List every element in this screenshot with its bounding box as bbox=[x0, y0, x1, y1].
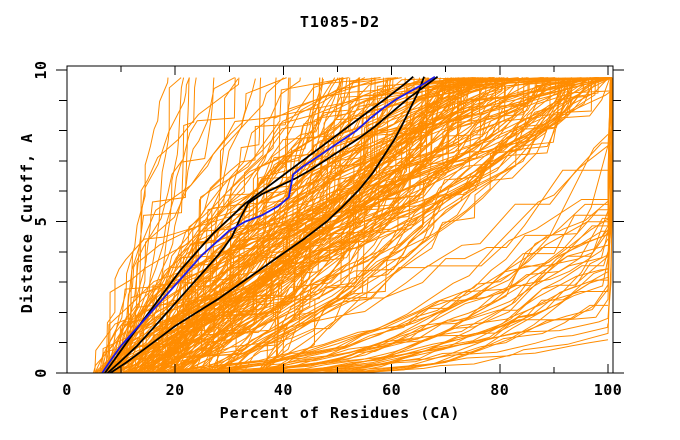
x-tick-label: 0 bbox=[62, 381, 72, 399]
model-curve bbox=[181, 77, 612, 374]
model-curve bbox=[184, 77, 567, 374]
model-curve bbox=[115, 77, 215, 374]
model-curve bbox=[122, 77, 429, 374]
model-curve bbox=[154, 77, 449, 374]
model-curve bbox=[135, 77, 375, 374]
model-curve bbox=[257, 77, 612, 374]
model-black-1 bbox=[104, 76, 414, 374]
x-tick-label: 100 bbox=[594, 381, 623, 399]
model-curve bbox=[172, 203, 608, 374]
model-curve bbox=[102, 77, 341, 374]
model-curve bbox=[130, 77, 470, 374]
model-curve bbox=[155, 77, 434, 374]
model-curve bbox=[105, 77, 277, 374]
plot-frame bbox=[66, 65, 614, 374]
model-curve bbox=[209, 77, 591, 374]
y-tick-label: 0 bbox=[32, 368, 50, 378]
x-tick-label: 80 bbox=[490, 381, 509, 399]
model-curve bbox=[141, 77, 344, 374]
model-curve bbox=[144, 77, 459, 374]
model-curve bbox=[94, 78, 324, 374]
model-blue bbox=[101, 75, 436, 374]
y-tick-label: 5 bbox=[32, 217, 50, 227]
model-curve bbox=[160, 77, 607, 374]
model-black-3 bbox=[109, 76, 425, 374]
x-tick-label: 60 bbox=[382, 381, 401, 399]
y-tick-label: 10 bbox=[32, 60, 50, 79]
model-curve bbox=[140, 142, 608, 374]
model-curve bbox=[173, 134, 609, 374]
model-curve bbox=[102, 77, 506, 374]
model-curve bbox=[158, 77, 469, 374]
model-curve bbox=[156, 90, 613, 374]
model-curve bbox=[185, 77, 609, 374]
model-curve bbox=[263, 77, 529, 374]
model-curve bbox=[99, 77, 190, 374]
x-tick-label: 40 bbox=[274, 381, 293, 399]
model-curve bbox=[160, 169, 608, 374]
model-curve bbox=[200, 244, 609, 374]
model-curve bbox=[107, 77, 169, 374]
model-curve bbox=[239, 210, 609, 374]
model-curve bbox=[113, 77, 182, 374]
model-curve bbox=[260, 77, 611, 374]
model-curve bbox=[113, 77, 197, 374]
x-tick-label: 20 bbox=[166, 381, 185, 399]
model-curve bbox=[151, 77, 488, 374]
model-curve bbox=[94, 77, 415, 374]
model-curve bbox=[102, 77, 236, 374]
model-curve bbox=[129, 77, 504, 374]
model-curve bbox=[173, 77, 524, 374]
model-curve bbox=[255, 77, 613, 374]
model-black-2 bbox=[106, 75, 439, 374]
model-curve bbox=[228, 77, 597, 374]
model-curve bbox=[94, 77, 497, 374]
model-curve bbox=[171, 77, 571, 374]
model-curve bbox=[211, 77, 590, 374]
model-curve bbox=[169, 77, 339, 374]
model-curve bbox=[271, 77, 555, 374]
curves-layer bbox=[92, 75, 613, 374]
model-curve bbox=[100, 77, 185, 374]
model-curve bbox=[225, 268, 609, 374]
model-curve bbox=[153, 78, 551, 374]
model-curve bbox=[194, 90, 612, 374]
model-curve bbox=[149, 77, 612, 374]
model-curve bbox=[187, 77, 613, 374]
x-axis-label: Percent of Residues (CA) bbox=[219, 404, 461, 422]
chart-title: T1085-D2 bbox=[299, 13, 381, 31]
model-curve bbox=[134, 77, 391, 374]
model-curve bbox=[101, 77, 385, 374]
model-curve bbox=[174, 77, 556, 374]
model-curve bbox=[127, 221, 608, 374]
model-curve bbox=[172, 77, 573, 374]
